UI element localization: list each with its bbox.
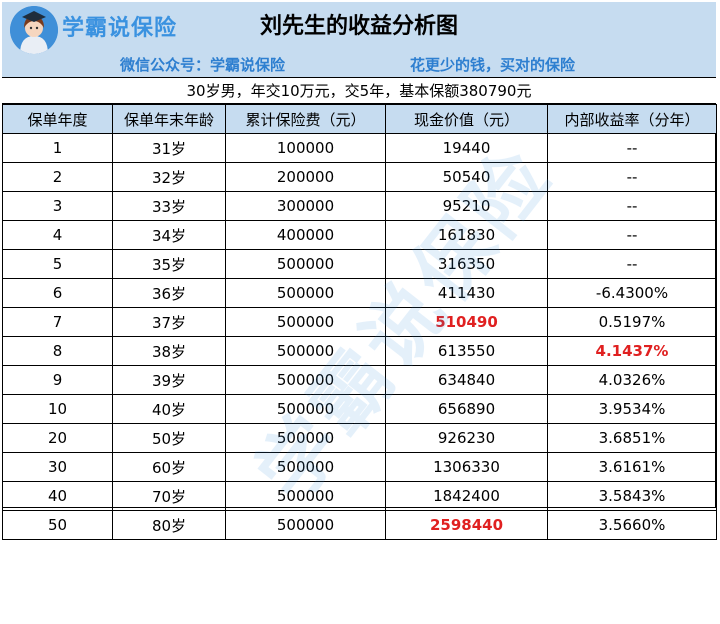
table-cell: 60岁 [112,452,226,482]
table-cell: 19440 [385,133,548,163]
table-cell: 50 [2,510,113,540]
table-row: 40 70岁 500000 1842400 3.5843% [2,481,717,511]
table-row: 20 50岁 500000 926230 3.6851% [2,423,717,453]
table-cell: 300000 [225,191,386,221]
table-cell: 500000 [225,249,386,279]
table-cell: 4 [2,220,113,250]
table-cell: 500000 [225,481,386,511]
table-cell: 6 [2,278,113,308]
table-cell: 2 [2,162,113,192]
table-cell: 100000 [225,133,386,163]
page-title: 刘先生的收益分析图 [259,14,458,39]
col-header-cash-value: 现金价值（元） [385,104,548,134]
table-cell: -- [547,191,717,221]
table-cell: 500000 [225,307,386,337]
table-row: 1 31岁 100000 19440 -- [2,133,717,163]
table-header-row: 保单年度 保单年末年龄 累计保险费（元） 现金价值（元） 内部收益率（分年） [2,104,717,134]
table-cell: 161830 [385,220,548,250]
table-cell: 400000 [225,220,386,250]
table-cell: 500000 [225,510,386,540]
table-cell: 500000 [225,365,386,395]
table-cell: 3.9534% [547,394,717,424]
table-row: 4 34岁 400000 161830 -- [2,220,717,250]
table-cell: 34岁 [112,220,226,250]
table-cell: -- [547,249,717,279]
table-cell: 1842400 [385,481,548,511]
table-row: 9 39岁 500000 634840 4.0326% [2,365,717,395]
table-cell: 510490 [385,307,548,337]
table-row: 30 60岁 500000 1306330 3.6161% [2,452,717,482]
col-header-age: 保单年末年龄 [112,104,226,134]
header-banner: 学霸说保险 刘先生的收益分析图 微信公众号：学霸说保险 花更少的钱，买对的保险 [2,2,716,78]
table-cell: 7 [2,307,113,337]
table-cell: 500000 [225,394,386,424]
table-cell: 30 [2,452,113,482]
table-row: 8 38岁 500000 613550 4.1437% [2,336,717,366]
table-cell: 70岁 [112,481,226,511]
table-row: 5 35岁 500000 316350 -- [2,249,717,279]
table-cell: 634840 [385,365,548,395]
table-cell: 200000 [225,162,386,192]
table-cell: -6.4300% [547,278,717,308]
table-cell: 80岁 [112,510,226,540]
table-cell: 3.6161% [547,452,717,482]
table-cell: 20 [2,423,113,453]
table-cell: 500000 [225,336,386,366]
table-cell: 38岁 [112,336,226,366]
table-cell: 37岁 [112,307,226,337]
table-row: 7 37岁 500000 510490 0.5197% [2,307,717,337]
table-cell: 0.5197% [547,307,717,337]
table-cell: 10 [2,394,113,424]
table-cell: 500000 [225,452,386,482]
avatar-logo-icon [10,6,58,54]
table-cell: 3.5843% [547,481,717,511]
policy-summary: 30岁男，年交10万元，交5年，基本保额380790元 [2,78,716,104]
table-row: 10 40岁 500000 656890 3.9534% [2,394,717,424]
table-cell: 3.6851% [547,423,717,453]
wechat-account: 微信公众号：学霸说保险 [120,56,286,74]
col-header-irr: 内部收益率（分年） [547,104,717,134]
table-cell: 95210 [385,191,548,221]
table-cell: 39岁 [112,365,226,395]
table-cell: 50岁 [112,423,226,453]
col-header-premium: 累计保险费（元） [225,104,386,134]
table-cell: 3 [2,191,113,221]
col-header-policy-year: 保单年度 [2,104,113,134]
brand-name: 学霸说保险 [62,16,178,41]
table-cell: 5 [2,249,113,279]
table-cell: 4.1437% [547,336,717,366]
table-cell: 31岁 [112,133,226,163]
table-cell: 4.0326% [547,365,717,395]
table-cell: 33岁 [112,191,226,221]
table-cell: 40 [2,481,113,511]
table-cell: 32岁 [112,162,226,192]
table-cell: -- [547,220,717,250]
table-cell: 8 [2,336,113,366]
table-row: 2 32岁 200000 50540 -- [2,162,717,192]
table-row: 3 33岁 300000 95210 -- [2,191,717,221]
table-cell: 9 [2,365,113,395]
table-cell: 656890 [385,394,548,424]
table-cell: 36岁 [112,278,226,308]
table-cell: -- [547,133,717,163]
table-cell: 50540 [385,162,548,192]
table-cell: 2598440 [385,510,548,540]
table-cell: 411430 [385,278,548,308]
table-cell: 1306330 [385,452,548,482]
table-cell: 316350 [385,249,548,279]
table-cell: 926230 [385,423,548,453]
table-cell: 35岁 [112,249,226,279]
slogan: 花更少的钱，买对的保险 [410,56,576,74]
table-cell: 40岁 [112,394,226,424]
table-cell: 500000 [225,423,386,453]
table-cell: -- [547,162,717,192]
table-cell: 500000 [225,278,386,308]
table-cell: 3.5660% [547,510,717,540]
table-row: 50 80岁 500000 2598440 3.5660% [2,510,717,540]
table-row: 6 36岁 500000 411430 -6.4300% [2,278,717,308]
table-cell: 613550 [385,336,548,366]
table-cell: 1 [2,133,113,163]
benefit-table: 保单年度 保单年末年龄 累计保险费（元） 现金价值（元） 内部收益率（分年） 1… [2,104,717,540]
